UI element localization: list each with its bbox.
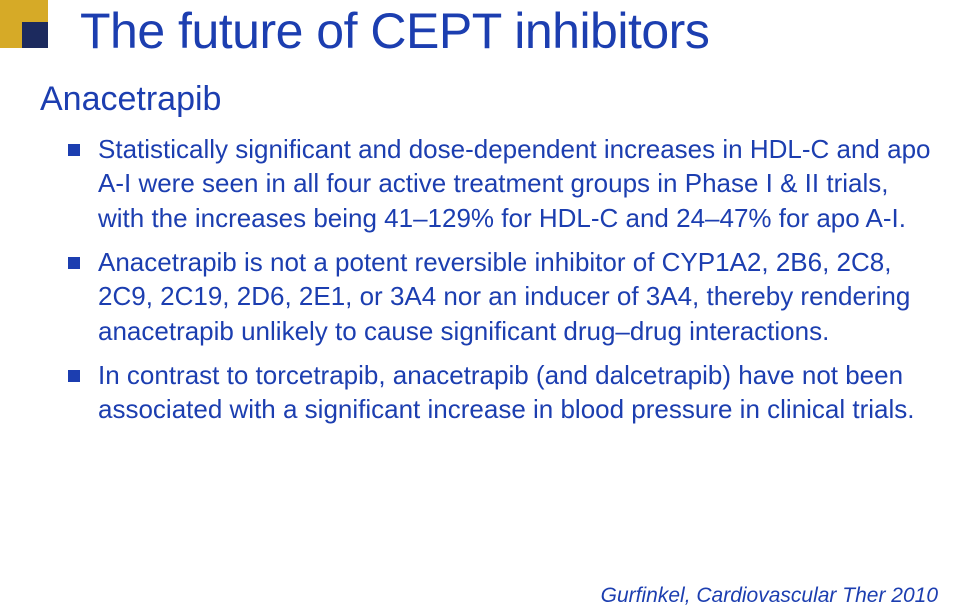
- bullet-text: Statistically significant and dose-depen…: [98, 132, 940, 235]
- slide-title: The future of CEPT inhibitors: [80, 2, 709, 60]
- slide: The future of CEPT inhibitors Anacetrapi…: [0, 0, 960, 610]
- bullet-text: In contrast to torcetrapib, anacetrapib …: [98, 358, 940, 427]
- bullet-item: In contrast to torcetrapib, anacetrapib …: [68, 358, 940, 427]
- corner-accent: [0, 0, 48, 48]
- bullet-list: Statistically significant and dose-depen…: [68, 132, 940, 437]
- bullet-marker-icon: [68, 144, 80, 156]
- bullet-text: Anacetrapib is not a potent reversible i…: [98, 245, 940, 348]
- bullet-item: Statistically significant and dose-depen…: [68, 132, 940, 235]
- citation: Gurfinkel, Cardiovascular Ther 2010: [601, 584, 938, 608]
- accent-navy-square: [22, 22, 48, 48]
- bullet-marker-icon: [68, 257, 80, 269]
- slide-subtitle: Anacetrapib: [40, 80, 221, 119]
- bullet-item: Anacetrapib is not a potent reversible i…: [68, 245, 940, 348]
- bullet-marker-icon: [68, 370, 80, 382]
